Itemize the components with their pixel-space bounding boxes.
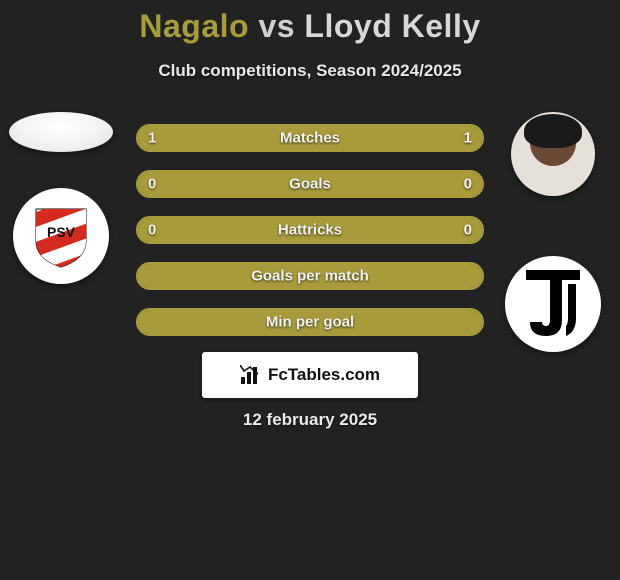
bar-goals-per-match: Goals per match [136, 262, 484, 290]
bar-right-value: 0 [464, 222, 472, 239]
comparison-bars: 1 Matches 1 0 Goals 0 0 Hattricks 0 Goal… [136, 124, 484, 336]
title-player2: Lloyd Kelly [304, 8, 480, 44]
player1-club-badge: PSV [13, 188, 109, 284]
right-column [498, 112, 608, 352]
player2-avatar [511, 112, 595, 196]
title-vs: vs [258, 8, 295, 44]
juventus-badge-icon [520, 266, 586, 342]
subtitle: Club competitions, Season 2024/2025 [0, 61, 620, 81]
bar-right-value: 1 [464, 130, 472, 147]
bar-left-value: 0 [148, 176, 156, 193]
bar-fill-right [310, 172, 482, 196]
bar-label: Goals per match [251, 268, 369, 285]
date-label: 12 february 2025 [243, 410, 377, 430]
left-column: PSV [6, 112, 116, 284]
bar-right-value: 0 [464, 176, 472, 193]
bar-goals: 0 Goals 0 [136, 170, 484, 198]
bar-left-value: 1 [148, 130, 156, 147]
bar-label: Hattricks [278, 222, 342, 239]
title-player1: Nagalo [139, 8, 249, 44]
bar-label: Goals [289, 176, 331, 193]
bar-matches: 1 Matches 1 [136, 124, 484, 152]
bar-label: Matches [280, 130, 340, 147]
watermark-text: FcTables.com [268, 365, 380, 385]
bar-hattricks: 0 Hattricks 0 [136, 216, 484, 244]
bar-min-per-goal: Min per goal [136, 308, 484, 336]
bar-left-value: 0 [148, 222, 156, 239]
psv-badge-icon: PSV [26, 201, 96, 271]
bar-fill-left [138, 172, 310, 196]
watermark-badge: FcTables.com [202, 352, 418, 398]
player1-avatar [9, 112, 113, 152]
page-title: Nagalo vs Lloyd Kelly [0, 0, 620, 45]
bar-chart-icon [240, 365, 262, 385]
svg-text:PSV: PSV [47, 224, 76, 240]
bar-label: Min per goal [266, 314, 354, 331]
player2-club-badge [505, 256, 601, 352]
